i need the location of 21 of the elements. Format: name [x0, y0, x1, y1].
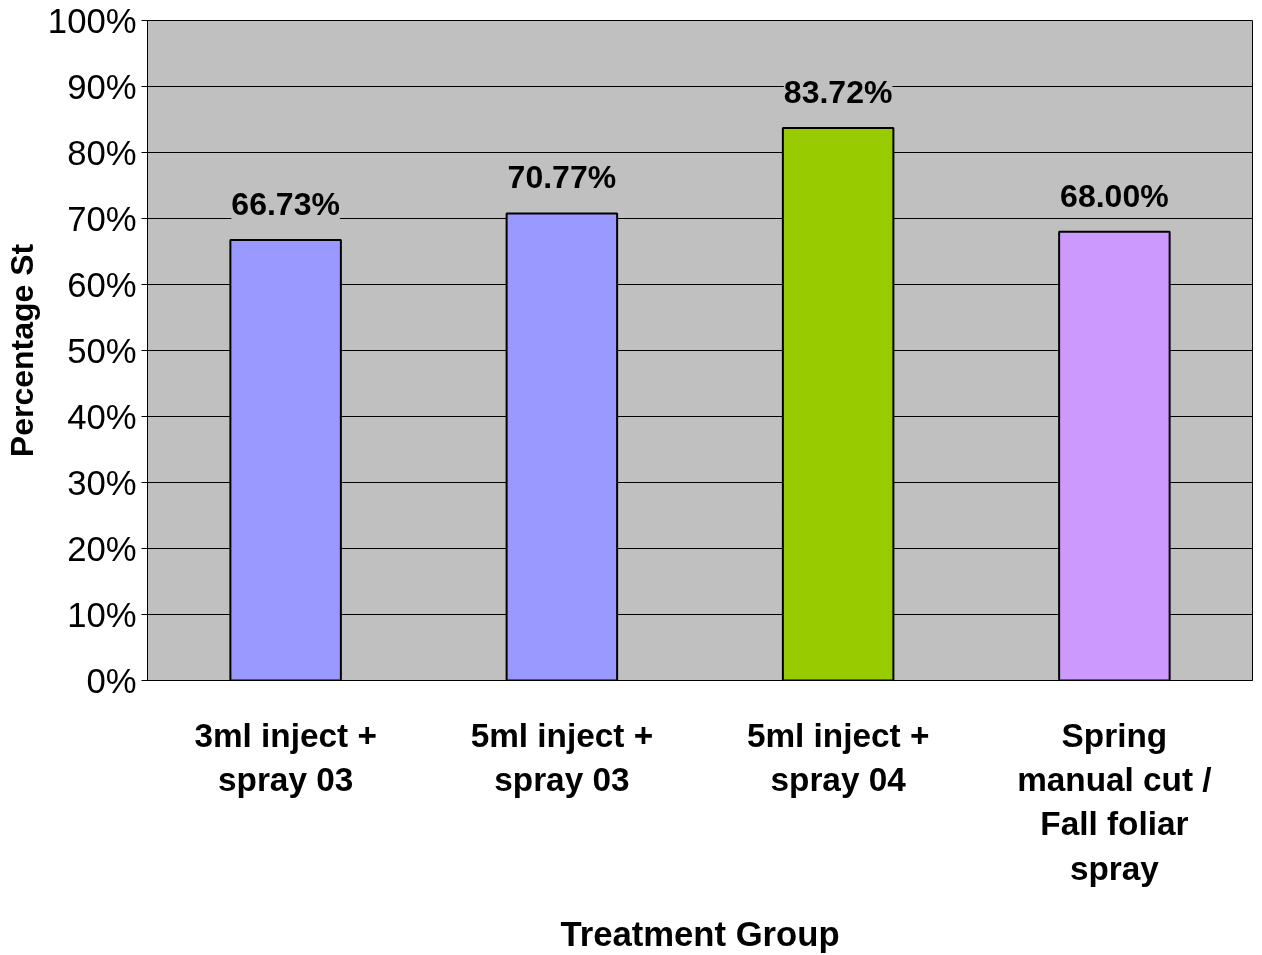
- y-tick-label: 90%: [67, 67, 137, 106]
- data-label: 83.72%: [783, 73, 893, 110]
- y-tick-label: 70%: [67, 199, 137, 238]
- y-tick-label: 40%: [67, 397, 137, 436]
- data-label: 70.77%: [507, 159, 617, 196]
- y-tick-label: 60%: [67, 265, 137, 304]
- x-tick-label: 5ml inject + spray 04: [746, 716, 930, 798]
- x-tick-label: 5ml inject + spray 03: [470, 716, 654, 798]
- data-label: 68.00%: [1060, 177, 1169, 214]
- x-axis-title: Treatment Group: [560, 914, 840, 953]
- y-tick-label: 50%: [67, 331, 137, 370]
- y-tick-label: 10%: [67, 595, 137, 634]
- x-tick-label: Spring manual cut / Fall foliar spray: [1017, 716, 1212, 887]
- data-label: 66.73%: [231, 186, 340, 223]
- x-tick-label: 3ml inject + spray 03: [194, 716, 377, 798]
- y-tick-label: 30%: [67, 463, 137, 502]
- y-axis-title: Percentage St: [3, 243, 40, 458]
- y-tick-label: 100%: [47, 1, 137, 40]
- y-tick-label: 80%: [67, 133, 137, 172]
- y-tick-label: 20%: [67, 529, 137, 568]
- y-tick-label: 0%: [86, 661, 137, 700]
